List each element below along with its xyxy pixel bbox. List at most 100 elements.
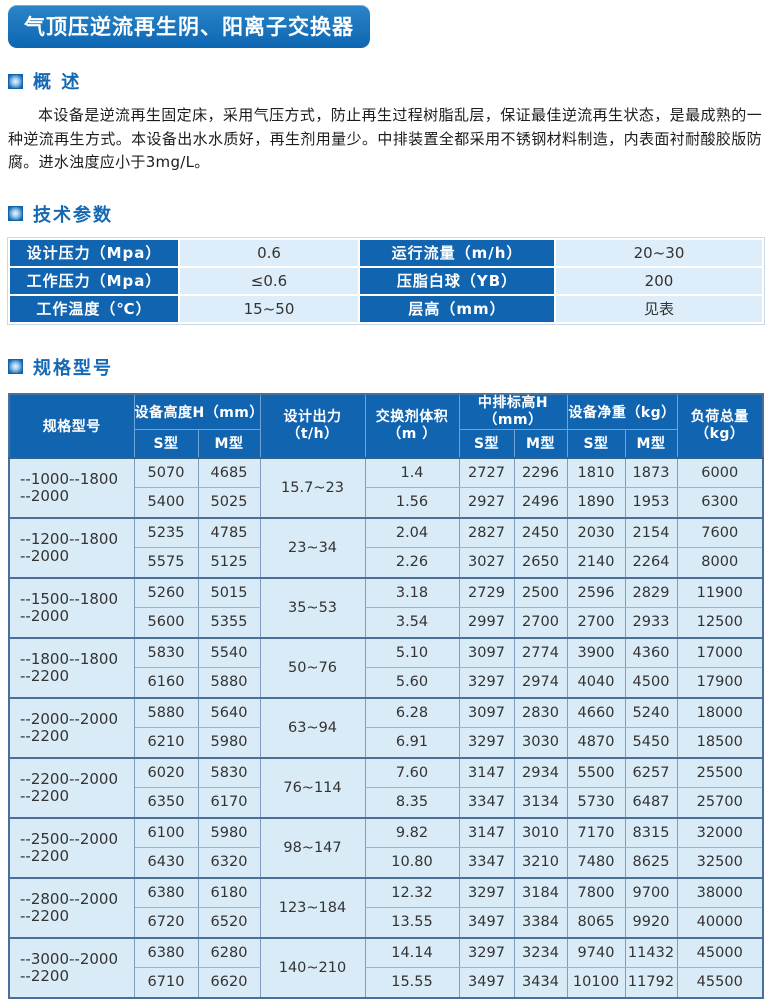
- spec-value-cell: 5830: [133, 637, 199, 668]
- param-value: 200: [556, 267, 762, 294]
- spec-value-cell: 2700: [566, 607, 626, 639]
- spec-value-cell: 8.35: [364, 787, 460, 819]
- spec-value-cell: 6380: [133, 937, 199, 968]
- spec-value-cell: 7800: [566, 877, 626, 908]
- spec-model-cell: --2800--2000 --2200: [8, 877, 135, 939]
- spec-value-cell: 2997: [458, 607, 515, 639]
- spec-value-cell: 4785: [197, 517, 261, 548]
- spec-value-cell: 5070: [133, 457, 199, 488]
- spec-output-cell: 35~53: [259, 577, 366, 639]
- spec-value-cell: 5450: [624, 727, 678, 759]
- spec-table: 规格型号 设备高度H（mm） 设计出力 （t/h） 交换剂体积 （m ） 中排标…: [8, 392, 764, 999]
- spec-value-cell: 5540: [197, 637, 261, 668]
- spec-value-cell: 11792: [624, 967, 678, 999]
- param-label: 工作压力（Mpa）: [10, 267, 178, 294]
- col-header-m-type: M型: [197, 429, 261, 458]
- spec-model-cell: --1200--1800 --2000: [8, 517, 135, 579]
- spec-value-cell: 4685: [197, 457, 261, 488]
- spec-value-cell: 2154: [624, 517, 678, 548]
- spec-value-cell: 2729: [458, 577, 515, 608]
- spec-model-cell: --1500--1800 --2000: [8, 577, 135, 639]
- spec-value-cell: 18500: [676, 727, 764, 759]
- section-bullet-icon: [8, 359, 23, 374]
- col-header-device-height: 设备高度H（mm）: [133, 393, 263, 430]
- spec-value-cell: 7480: [566, 847, 626, 879]
- spec-value-cell: 3297: [458, 937, 515, 968]
- model-line: --2200: [20, 666, 69, 685]
- spec-value-cell: 3010: [513, 817, 568, 848]
- spec-value-cell: 2450: [513, 517, 568, 548]
- param-value: ≤0.6: [180, 267, 358, 294]
- spec-value-cell: 8315: [624, 817, 678, 848]
- spec-value-cell: 6180: [197, 877, 261, 908]
- spec-output-cell: 123~184: [259, 877, 366, 939]
- spec-value-cell: 1.4: [364, 457, 460, 488]
- col-header-s-type: S型: [458, 429, 515, 458]
- spec-value-cell: 5025: [197, 487, 261, 519]
- spec-value-cell: 10.80: [364, 847, 460, 879]
- spec-value-cell: 1810: [566, 457, 626, 488]
- spec-value-cell: 32500: [676, 847, 764, 879]
- spec-value-cell: 11900: [676, 577, 764, 608]
- spec-value-cell: 2830: [513, 697, 568, 728]
- spec-value-cell: 2030: [566, 517, 626, 548]
- table-row: --1000--1800 --2000 5070 4685 15.7~23 1.4 2727…: [8, 457, 764, 519]
- spec-value-cell: 6720: [133, 907, 199, 939]
- model-line: --2500--2000: [20, 829, 118, 848]
- spec-value-cell: 2933: [624, 607, 678, 639]
- model-line: --2000: [20, 486, 69, 505]
- spec-value-cell: 12.32: [364, 877, 460, 908]
- spec-value-cell: 8625: [624, 847, 678, 879]
- spec-output-cell: 15.7~23: [259, 457, 366, 519]
- tech-params-section-header: 技术参数: [8, 201, 762, 227]
- col-header-net-weight: 设备净重（kg）: [566, 393, 678, 430]
- header-line: 中排标高H: [477, 394, 549, 411]
- spec-value-cell: 5240: [624, 697, 678, 728]
- spec-value-cell: 12500: [676, 607, 764, 639]
- spec-value-cell: 3297: [458, 667, 515, 699]
- spec-value-cell: 1953: [624, 487, 678, 519]
- spec-value-cell: 2296: [513, 457, 568, 488]
- spec-value-cell: 6020: [133, 757, 199, 788]
- spec-section-header: 规格型号: [8, 354, 762, 380]
- spec-model-cell: --2500--2000 --2200: [8, 817, 135, 879]
- model-line: --2200: [20, 726, 69, 745]
- model-line: --2200: [20, 846, 69, 865]
- spec-value-cell: 6100: [133, 817, 199, 848]
- spec-value-cell: 2927: [458, 487, 515, 519]
- spec-value-cell: 3184: [513, 877, 568, 908]
- spec-model-cell: --2000--2000 --2200: [8, 697, 135, 759]
- spec-section-title: 规格型号: [33, 357, 113, 379]
- spec-value-cell: 40000: [676, 907, 764, 939]
- spec-value-cell: 2650: [513, 547, 568, 579]
- spec-model-cell: --1800--1800 --2200: [8, 637, 135, 699]
- spec-value-cell: 2727: [458, 457, 515, 488]
- spec-value-cell: 3347: [458, 847, 515, 879]
- table-row: 5400 5025 1.56 2927 2496 1890 1953 6300: [9, 487, 764, 519]
- model-line: --2200--2000: [20, 769, 118, 788]
- spec-value-cell: 4360: [624, 637, 678, 668]
- table-header-row: S型 M型 S型 M型 S型 M型: [9, 429, 763, 458]
- spec-value-cell: 14.14: [364, 937, 460, 968]
- spec-value-cell: 3097: [458, 637, 515, 668]
- table-row: 5575 5125 2.26 3027 2650 2140 2264 8000: [9, 547, 764, 579]
- spec-value-cell: 3297: [458, 727, 515, 759]
- spec-value-cell: 2827: [458, 517, 515, 548]
- section-bullet-icon: [8, 206, 23, 221]
- spec-value-cell: 6210: [133, 727, 199, 759]
- page-title-banner: 气顶压逆流再生阴、阳离子交换器: [8, 5, 370, 48]
- overview-section-title: 概 述: [33, 72, 82, 93]
- model-line: --1200--1800: [20, 529, 118, 548]
- section-bullet-icon: [8, 73, 23, 89]
- param-label: 层高（mm）: [360, 295, 554, 322]
- spec-output-cell: 50~76: [259, 637, 366, 699]
- param-label: 设计压力（Mpa）: [10, 239, 178, 266]
- spec-value-cell: 5980: [197, 817, 261, 848]
- model-line: --2000--2000: [20, 709, 118, 728]
- model-line: --2000: [20, 606, 69, 625]
- table-row: --2500--2000 --2200 6100 5980 98~147 9.82 3147…: [8, 817, 764, 879]
- spec-value-cell: 4500: [624, 667, 678, 699]
- col-header-design-output: 设计出力 （t/h）: [259, 393, 366, 458]
- spec-value-cell: 2829: [624, 577, 678, 608]
